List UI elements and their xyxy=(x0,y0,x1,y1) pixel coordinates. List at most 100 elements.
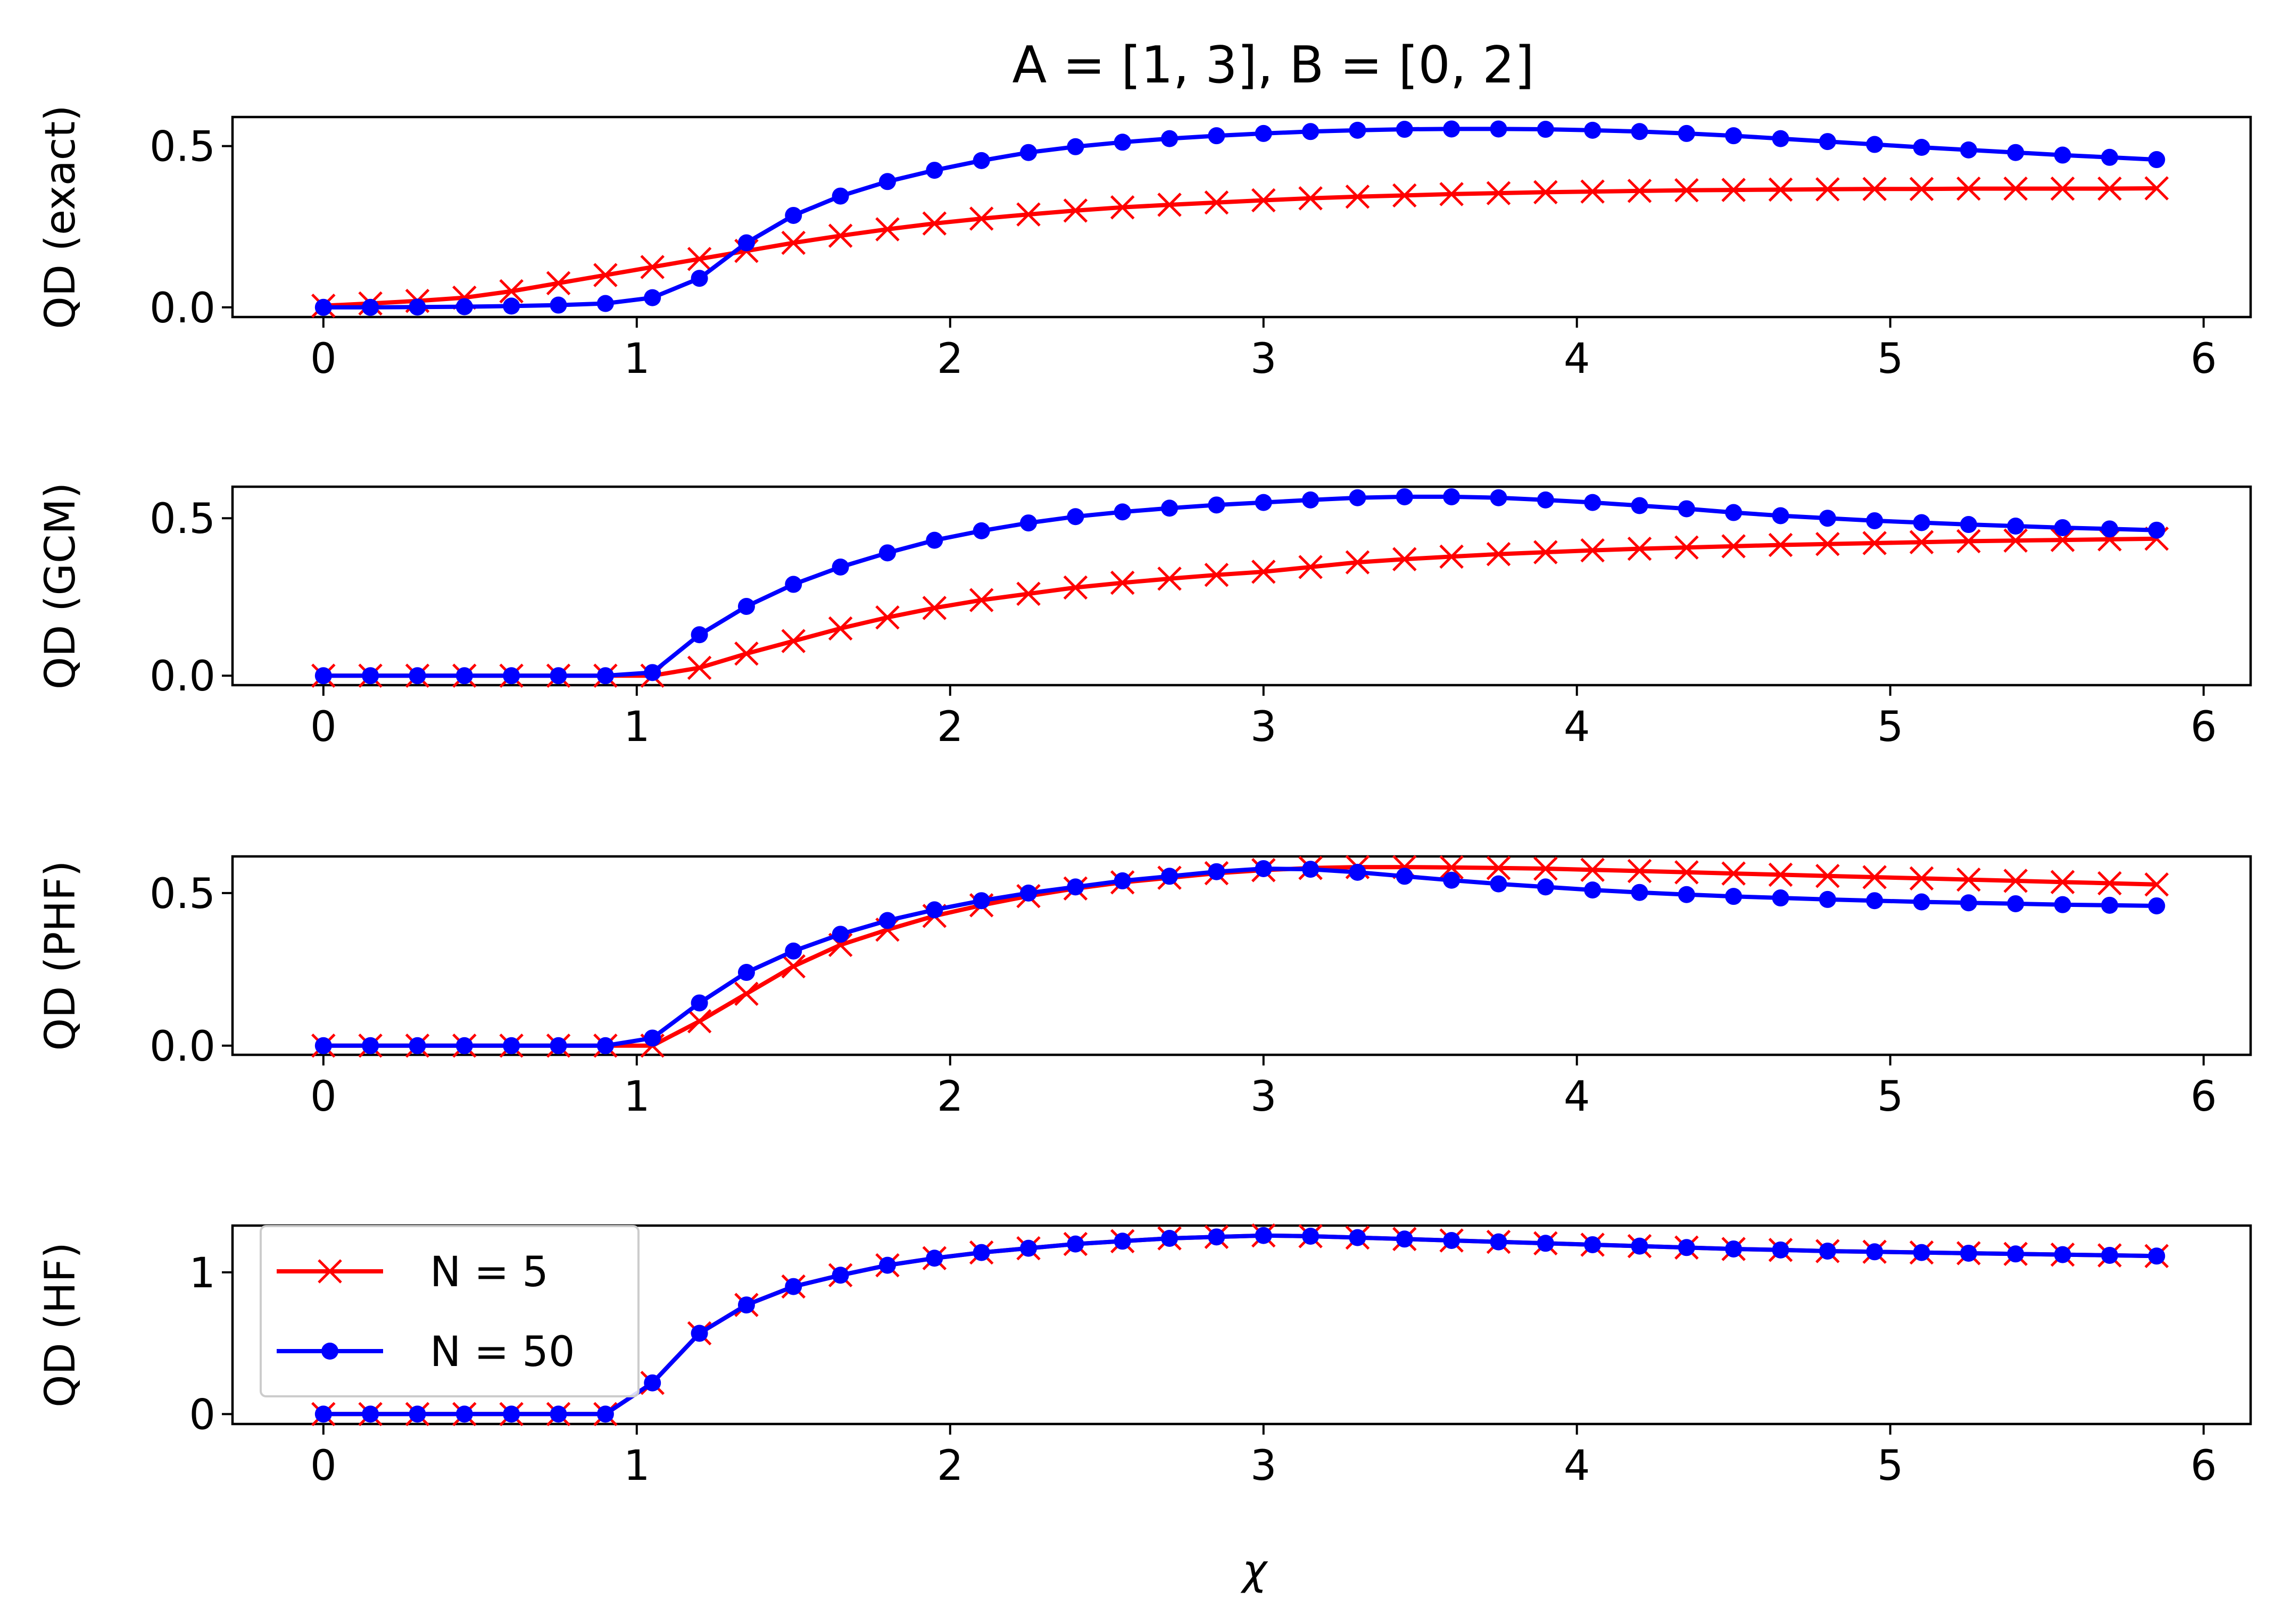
data-point-x-marker xyxy=(1298,186,1323,211)
data-point-dot-marker xyxy=(1725,888,1743,905)
data-point-dot-marker xyxy=(362,1037,379,1054)
data-point-x-marker xyxy=(1580,179,1605,204)
data-point-x-marker xyxy=(1956,176,1981,201)
data-point-x-marker xyxy=(922,596,947,620)
data-point-dot-marker xyxy=(926,162,943,179)
data-point-x-marker xyxy=(1956,867,1981,892)
data-point-dot-marker xyxy=(409,1405,426,1423)
data-point-dot-marker xyxy=(2148,897,2165,914)
axes-frame-hf xyxy=(231,1224,2252,1426)
data-point-dot-marker xyxy=(1678,886,1695,903)
data-point-x-marker xyxy=(1392,547,1417,571)
data-point-dot-marker xyxy=(973,522,990,539)
y-axis-label-gcm: QD (GCM) xyxy=(37,482,85,689)
data-point-dot-marker xyxy=(1772,130,1789,147)
data-point-dot-marker xyxy=(973,152,990,169)
data-point-dot-marker xyxy=(1161,130,1179,147)
data-point-dot-marker xyxy=(1443,871,1461,889)
data-point-x-marker xyxy=(1768,862,1793,887)
data-point-dot-marker xyxy=(1725,127,1743,145)
data-point-dot-marker xyxy=(1396,121,1413,138)
data-point-dot-marker xyxy=(550,667,567,685)
data-point-dot-marker xyxy=(1349,863,1366,881)
series-line xyxy=(323,867,2157,1048)
data-point-x-marker xyxy=(1909,177,1934,202)
data-point-dot-marker xyxy=(1584,121,1602,139)
data-point-dot-marker xyxy=(1114,503,1131,521)
data-point-dot-marker xyxy=(832,926,849,943)
data-point-dot-marker xyxy=(409,667,426,685)
data-point-x-marker xyxy=(1110,195,1135,220)
data-point-dot-marker xyxy=(2148,521,2165,539)
data-point-x-marker xyxy=(2003,176,2028,201)
x-tick-label: 6 xyxy=(2191,1442,2217,1490)
data-point-dot-marker xyxy=(691,270,708,287)
x-tick-label: 1 xyxy=(624,1442,650,1490)
data-point-dot-marker xyxy=(1866,512,1884,529)
data-point-dot-marker xyxy=(1161,499,1179,517)
data-point-dot-marker xyxy=(878,173,896,190)
data-point-dot-marker xyxy=(2101,148,2118,166)
data-point-dot-marker xyxy=(1913,1244,1930,1261)
panel-phf: 0 1 2 3 4 5 6 0.0 0.5 QD (PHF) xyxy=(37,855,2252,1121)
data-point-dot-marker xyxy=(1114,134,1131,151)
data-point-dot-marker xyxy=(1537,491,1554,509)
data-point-dot-marker xyxy=(1255,1227,1272,1244)
data-point-dot-marker xyxy=(737,1296,755,1314)
data-point-dot-marker xyxy=(878,912,896,929)
data-point-x-marker xyxy=(1627,859,1652,884)
data-point-dot-marker xyxy=(1302,861,1320,878)
data-point-x-marker xyxy=(2144,872,2169,897)
legend-marker xyxy=(318,1259,342,1284)
data-point-dot-marker xyxy=(1019,884,1037,902)
series-line xyxy=(323,186,2157,308)
data-point-dot-marker xyxy=(503,1405,520,1423)
legend-entry: N = 5 xyxy=(277,1248,549,1296)
data-point-dot-marker xyxy=(2148,1247,2165,1265)
data-point-x-marker xyxy=(1533,540,1558,564)
data-point-dot-marker xyxy=(691,994,708,1012)
data-point-dot-marker xyxy=(1960,1244,1977,1262)
data-point-dot-marker xyxy=(409,298,426,316)
x-axis-label: χ xyxy=(1240,1546,1268,1594)
data-point-dot-marker xyxy=(832,558,849,576)
y-tick-label: 1 xyxy=(189,1250,215,1297)
data-point-dot-marker xyxy=(2007,1245,2025,1263)
data-point-dot-marker xyxy=(973,892,990,910)
data-point-x-marker xyxy=(1862,865,1887,889)
data-point-dot-marker xyxy=(1866,1243,1884,1261)
data-point-x-marker xyxy=(1674,178,1699,203)
data-point-dot-marker xyxy=(1208,863,1225,880)
panel-gcm: 0 1 2 3 4 5 6 0.0 0.5 QD (GCM) xyxy=(37,482,2252,751)
data-point-dot-marker xyxy=(832,187,849,205)
x-tick-label: 4 xyxy=(1564,335,1590,383)
data-point-dot-marker xyxy=(878,1256,896,1274)
data-point-dot-marker xyxy=(1114,872,1131,889)
axes-frame-exact xyxy=(231,115,2252,319)
data-point-dot-marker xyxy=(1349,121,1366,139)
x-tick-label: 0 xyxy=(310,1442,337,1490)
data-point-dot-marker xyxy=(1960,141,1977,159)
data-point-dot-marker xyxy=(926,901,943,919)
data-point-x-marker xyxy=(2144,176,2169,201)
data-point-dot-marker xyxy=(455,1405,473,1423)
data-point-x-marker xyxy=(1580,857,1605,882)
data-point-dot-marker xyxy=(1960,516,1977,534)
data-point-x-marker xyxy=(2050,176,2075,201)
y-axis-label-phf: QD (PHF) xyxy=(37,861,85,1051)
x-tick-label: 0 xyxy=(310,703,337,751)
data-point-x-marker xyxy=(1439,182,1464,206)
data-point-x-marker xyxy=(687,247,712,271)
data-point-dot-marker xyxy=(1913,139,1930,156)
data-point-dot-marker xyxy=(1019,1239,1037,1257)
y-tick-label: 0.0 xyxy=(150,285,215,332)
data-point-dot-marker xyxy=(1019,144,1037,161)
y-axis-label-exact: QD (exact) xyxy=(37,105,85,329)
data-point-x-marker xyxy=(1815,531,1840,556)
x-tick-label: 1 xyxy=(624,1073,650,1121)
data-point-x-marker xyxy=(2097,176,2122,201)
series-n50-gcm xyxy=(314,488,2165,685)
data-point-dot-marker xyxy=(644,664,661,681)
x-tick-label: 5 xyxy=(1877,1073,1904,1121)
data-point-dot-marker xyxy=(691,1325,708,1342)
